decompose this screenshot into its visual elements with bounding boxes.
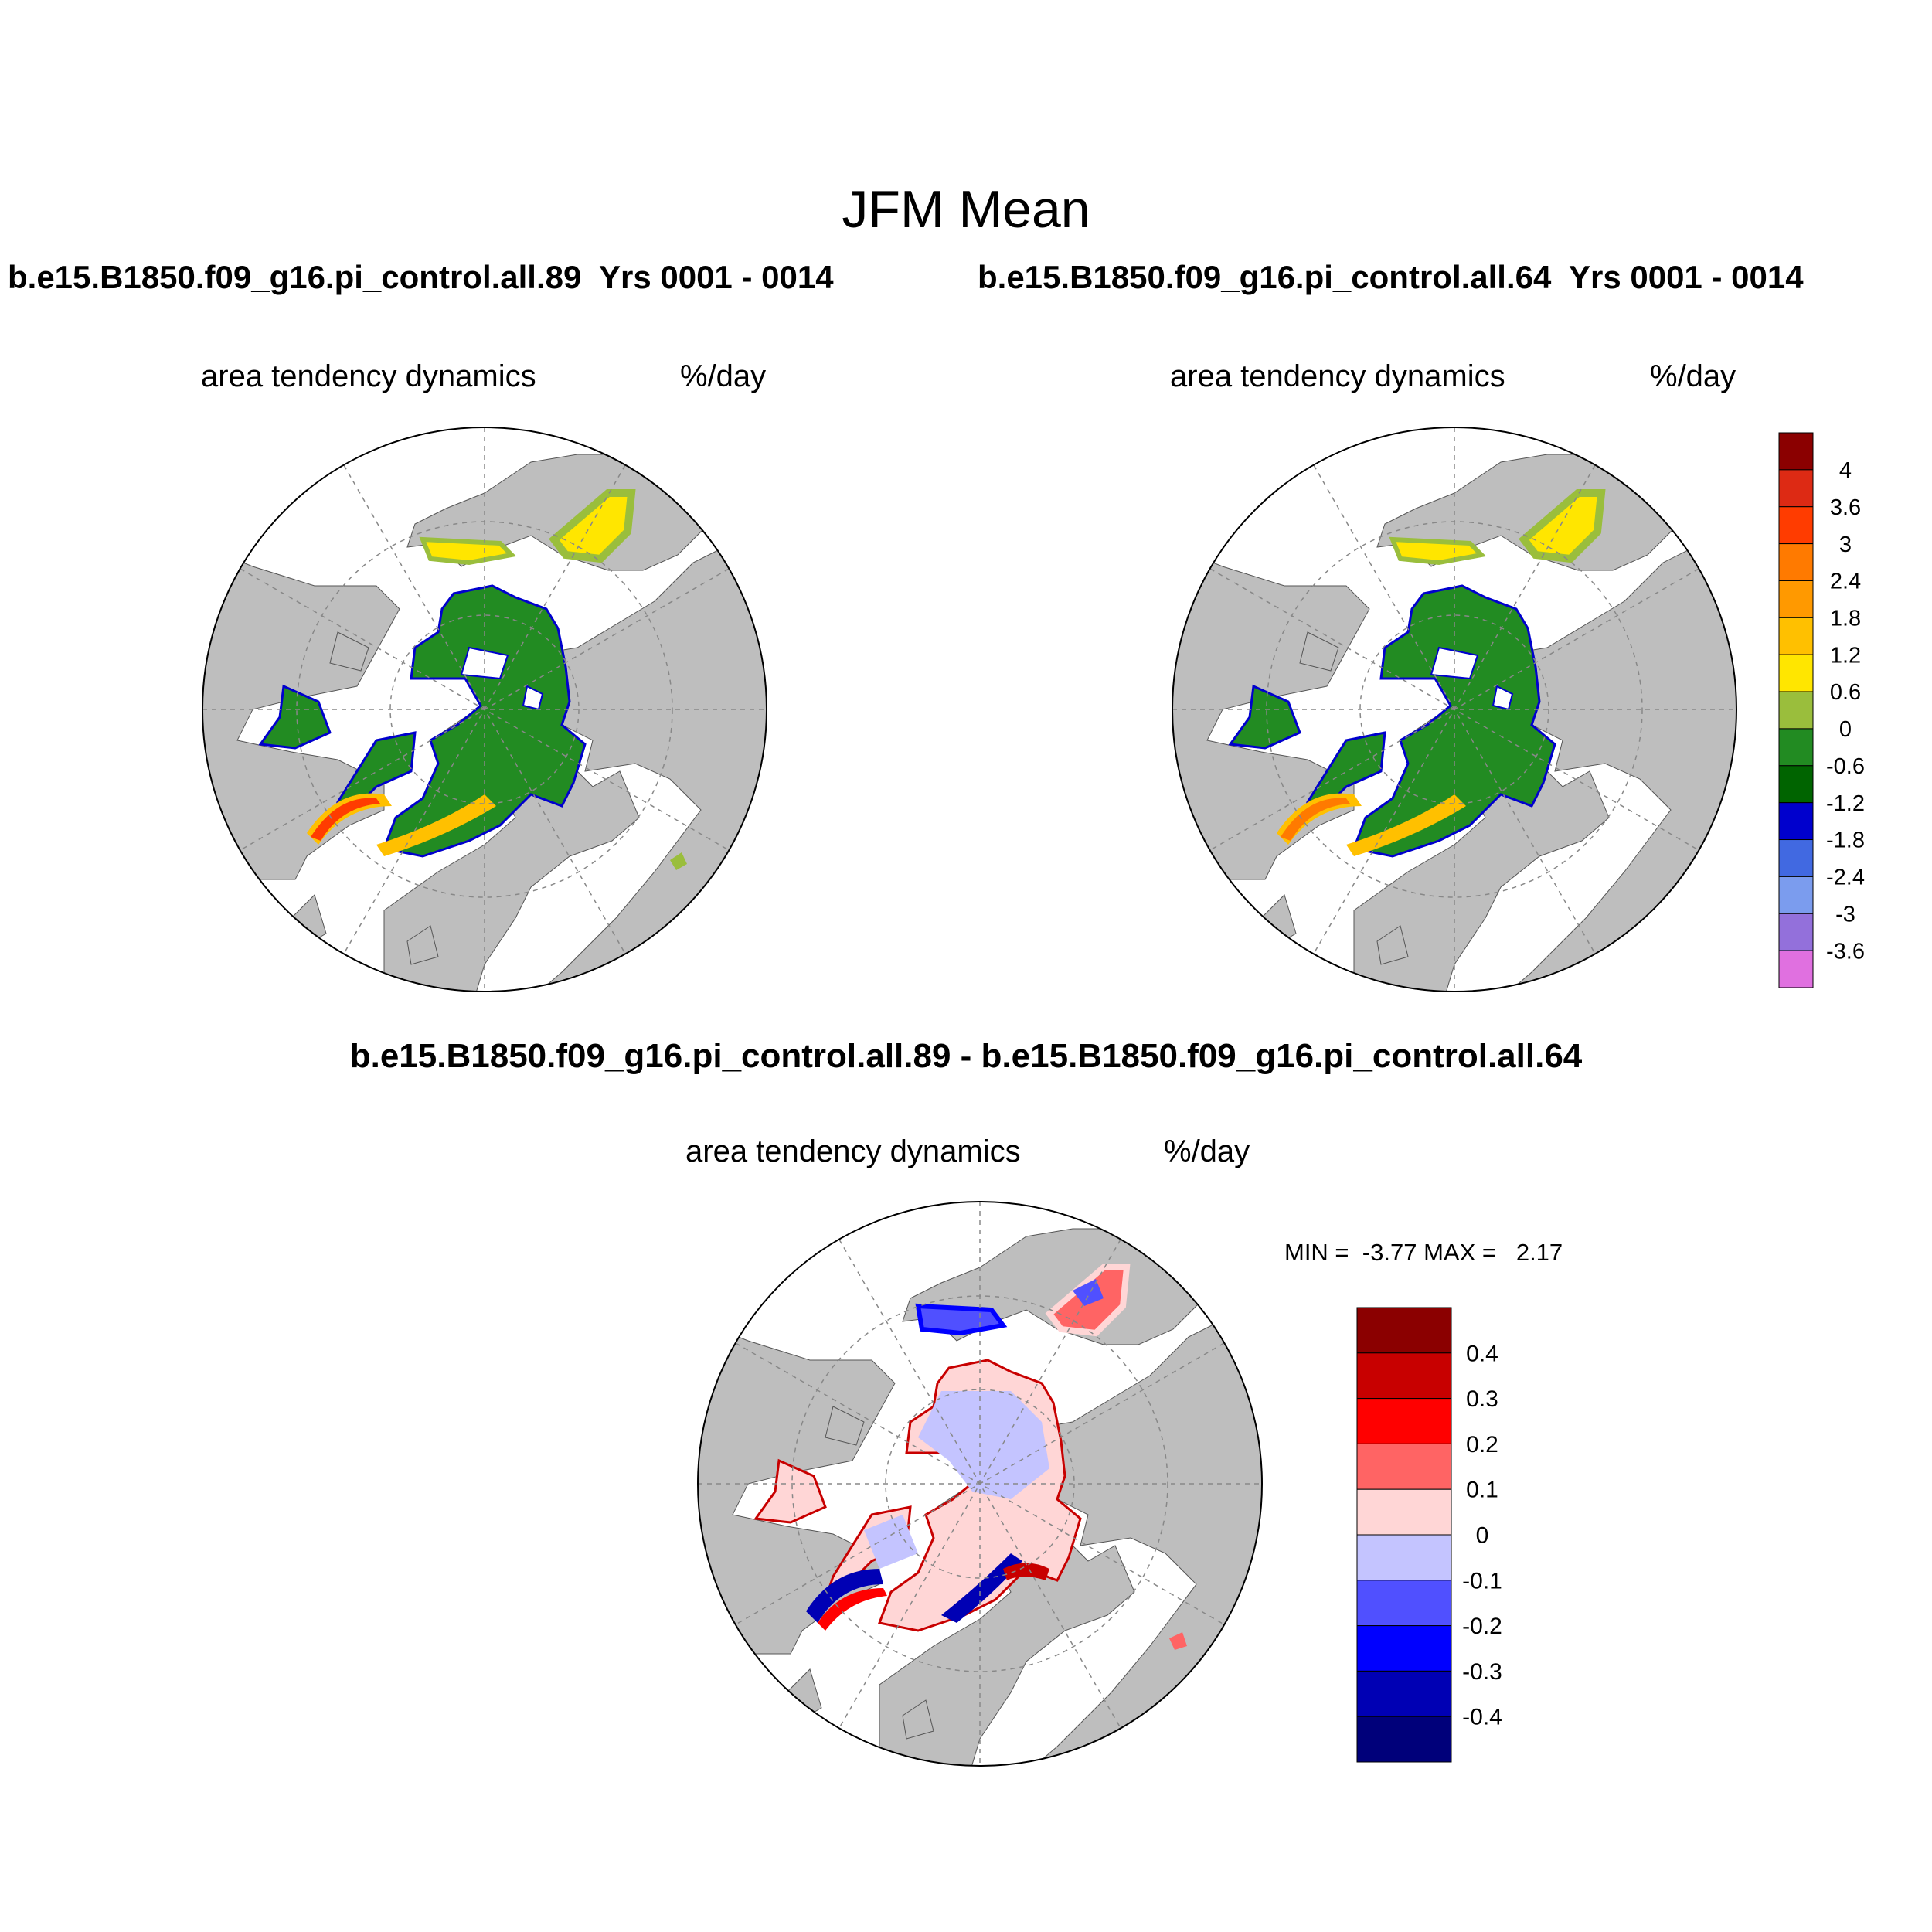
panel1-case-title: b.e15.B1850.f09_g16.pi_control.all.89 Yr… [8, 259, 834, 296]
min-max-readout: MIN = -3.77 MAX = 2.17 [1284, 1239, 1563, 1267]
colorbar-diff-tick-label: -0.2 [1462, 1614, 1502, 1639]
max-label: MAX = [1423, 1239, 1496, 1266]
colorbar-main-tick-label: 0.6 [1830, 680, 1861, 705]
colorbar-diff-tick-label: 0.3 [1466, 1386, 1498, 1412]
diff-variable-label: area tendency dynamics [685, 1134, 1021, 1168]
colorbar-main-swatch [1778, 913, 1814, 951]
colorbar-main-swatch [1778, 506, 1814, 545]
difference-title: b.e15.B1850.f09_g16.pi_control.all.89 - … [349, 1037, 1583, 1075]
colorbar-diff-swatch [1356, 1670, 1452, 1717]
colorbar-diff-swatch [1356, 1352, 1452, 1400]
min-label: MIN = [1284, 1239, 1349, 1266]
colorbar-main-swatch [1778, 876, 1814, 914]
colorbar-main-swatch [1778, 765, 1814, 804]
panel1-case-name: b.e15.B1850.f09_g16.pi_control.all.89 [8, 259, 582, 295]
colorbar-main-tick-label: -3 [1835, 902, 1855, 927]
colorbar-main-tick-label: 3.6 [1830, 495, 1861, 520]
colorbar-main-swatch [1778, 654, 1814, 692]
colorbar-main-tick-label: 4 [1839, 458, 1852, 483]
colorbar-diff-tick-label: -0.3 [1462, 1659, 1502, 1685]
panel1-map [202, 427, 767, 992]
difference-map [697, 1201, 1263, 1767]
colorbar-main-swatch [1778, 432, 1814, 471]
colorbar-main-tick-label: 1.2 [1830, 643, 1861, 668]
colorbar-diff-tick-label: -0.1 [1462, 1568, 1502, 1594]
colorbar-main-swatch [1778, 950, 1814, 988]
colorbar-main-tick-label: 1.8 [1830, 606, 1861, 631]
panel2-map [1172, 427, 1737, 992]
colorbar-main-tick-label: 0 [1839, 717, 1852, 742]
colorbar-main-tick-label: -1.2 [1826, 791, 1865, 816]
colorbar-diff-swatch [1356, 1443, 1452, 1490]
panel1-units-label: %/day [680, 359, 767, 393]
colorbar-diff-tick-label: 0.4 [1466, 1341, 1498, 1366]
figure-title: JFM Mean [842, 180, 1090, 239]
min-value: -3.77 [1362, 1239, 1417, 1266]
colorbar-diff-tick-label: -0.4 [1462, 1705, 1502, 1730]
panel2-units-label: %/day [1650, 359, 1736, 393]
colorbar-diff-swatch [1356, 1488, 1452, 1536]
colorbar-main-tick-label: -2.4 [1826, 866, 1865, 890]
colorbar-main-tick-label: -0.6 [1826, 754, 1865, 779]
colorbar-diff-tick-label: 0.2 [1466, 1432, 1498, 1458]
colorbar-main-tick-label: -3.6 [1826, 939, 1865, 964]
colorbar-main-swatch [1778, 580, 1814, 618]
panel1-years: Yrs 0001 - 0014 [598, 259, 834, 295]
colorbar-main-swatch [1778, 691, 1814, 730]
colorbar-diff-swatch [1356, 1307, 1452, 1354]
panel2-case-title: b.e15.B1850.f09_g16.pi_control.all.64 Yr… [978, 259, 1804, 296]
colorbar-diff-tick-label: 0.1 [1466, 1478, 1498, 1503]
colorbar-diff-swatch [1356, 1580, 1452, 1627]
panel2-variable-label: area tendency dynamics [1170, 359, 1505, 393]
panel1-variable-label: area tendency dynamics [201, 359, 536, 393]
colorbar-main-swatch [1778, 728, 1814, 767]
max-value: 2.17 [1515, 1239, 1563, 1266]
colorbar-main-swatch [1778, 617, 1814, 655]
colorbar-main: 4 3.6 3 2.4 1.8 1.2 0.6 0 -0.6 -1.2 -1.8 -2.4 -3 -3.6 [1778, 432, 1865, 988]
panel2-case-name: b.e15.B1850.f09_g16.pi_control.all.64 [978, 259, 1552, 295]
colorbar-diff-swatch [1356, 1398, 1452, 1444]
diff-units-label: %/day [1164, 1134, 1250, 1168]
colorbar-diff-tick-label: 0 [1476, 1523, 1489, 1549]
colorbar-main-tick-label: -1.8 [1826, 828, 1865, 853]
colorbar-main-tick-label: 2.4 [1830, 570, 1861, 594]
colorbar-diff-swatch [1356, 1716, 1452, 1763]
colorbar-main-swatch [1778, 802, 1814, 841]
colorbar-diff-swatch [1356, 1534, 1452, 1581]
colorbar-main-swatch [1778, 543, 1814, 581]
colorbar-main-swatch [1778, 839, 1814, 877]
colorbar-main-swatch [1778, 469, 1814, 508]
panel2-years: Yrs 0001 - 0014 [1568, 259, 1804, 295]
colorbar-main-tick-label: 3 [1839, 532, 1852, 557]
colorbar-difference: 0.4 0.3 0.2 0.1 0 -0.1 -0.2 -0.3 -0.4 [1356, 1307, 1502, 1763]
colorbar-diff-swatch [1356, 1625, 1452, 1672]
